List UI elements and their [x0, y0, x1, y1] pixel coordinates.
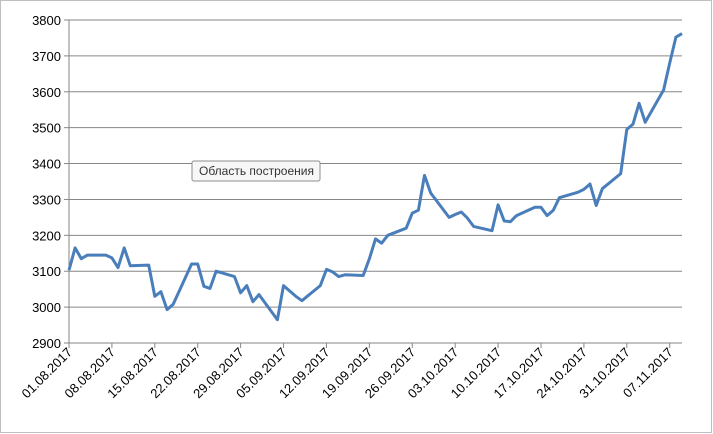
- tooltip-box: [191, 160, 321, 182]
- tooltip-text: Область построения: [199, 164, 314, 178]
- y-tick-label: 3800: [32, 13, 61, 28]
- y-tick-label: 2900: [32, 336, 61, 351]
- y-tick-label: 3200: [32, 228, 61, 243]
- y-tick-label: 3600: [32, 85, 61, 100]
- y-tick-label: 3100: [32, 264, 61, 279]
- y-tick-label: 3400: [32, 157, 61, 172]
- y-tick-label: 3000: [32, 300, 61, 315]
- tooltip: Область построения: [191, 160, 321, 182]
- series-line: [67, 32, 683, 322]
- y-tick-label: 3700: [32, 49, 61, 64]
- y-tick-label: 3300: [32, 192, 61, 207]
- y-tick-label: 3500: [32, 121, 61, 136]
